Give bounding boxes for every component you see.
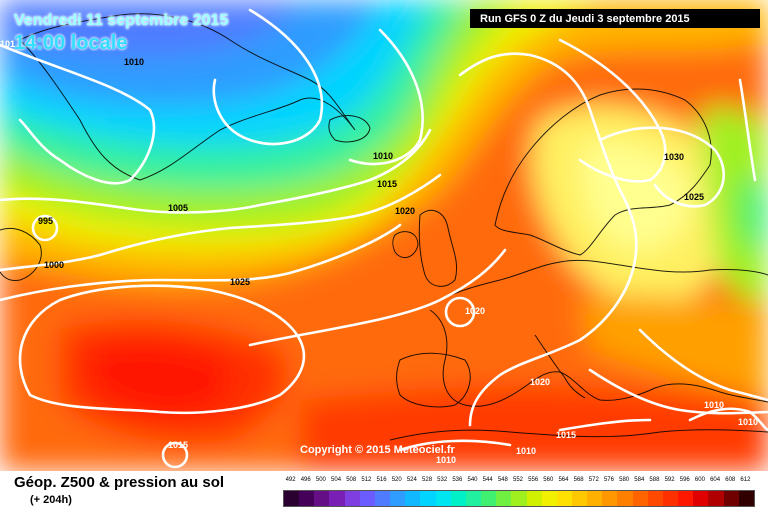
color-scale-swatch [481, 491, 497, 506]
isobar-label: 995 [38, 216, 53, 226]
z500-pressure-map: 1010 995 1000 1005 1010 1015 1020 1025 1… [0, 0, 768, 471]
isobar-label: 1010 [516, 446, 536, 456]
isobar-label: 1020 [530, 377, 550, 387]
valid-date: Vendredi 11 septembre 2015 [14, 12, 229, 29]
color-scale-swatch [390, 491, 406, 506]
color-scale-label: 500 [315, 477, 326, 483]
isobar-label: 1010 [373, 151, 393, 161]
color-scale-swatch [314, 491, 330, 506]
isobar-label: 1025 [684, 192, 704, 202]
isobar-label: 1010 [436, 455, 456, 465]
color-scale-swatch [420, 491, 436, 506]
color-scale-label: 572 [588, 477, 599, 483]
isobar-label: 1010 [738, 417, 758, 427]
color-scale-swatch [693, 491, 709, 506]
color-scale-swatch [738, 491, 754, 506]
color-scale-swatch [359, 491, 375, 506]
color-scale-label: 584 [634, 477, 645, 483]
color-scale-label: 592 [664, 477, 675, 483]
isobar-label: 1020 [395, 206, 415, 216]
color-scale-swatch [435, 491, 451, 506]
color-scale-label: 568 [573, 477, 584, 483]
color-scale-swatch [617, 491, 633, 506]
color-scale-label: 492 [285, 477, 296, 483]
color-scale-label: 524 [406, 477, 417, 483]
color-scale-label: 508 [346, 477, 357, 483]
color-scale-swatch [632, 491, 648, 506]
color-scale-label: 612 [740, 477, 751, 483]
color-scale-label: 532 [437, 477, 448, 483]
color-scale-swatch [647, 491, 663, 506]
color-scale-swatch [450, 491, 466, 506]
color-scale-swatch [541, 491, 557, 506]
color-scale-label: 596 [679, 477, 690, 483]
color-scale-swatch [708, 491, 724, 506]
isobar-label: 1015 [168, 440, 188, 450]
isobar-label: 101 [0, 39, 15, 49]
color-scale-label: 552 [512, 477, 523, 483]
isobar-label: 1015 [377, 179, 397, 189]
color-scale-label: 560 [543, 477, 554, 483]
isobar-label: 1000 [44, 260, 64, 270]
color-scale-label: 564 [558, 477, 569, 483]
run-info-box: Run GFS 0 Z du Jeudi 3 septembre 2015 [470, 9, 760, 28]
color-scale-swatch [556, 491, 572, 506]
isobar-label: 1010 [124, 57, 144, 67]
color-scale-label: 548 [497, 477, 508, 483]
color-scale-label: 536 [452, 477, 463, 483]
isobar-labels: 1010 995 1000 1005 1010 1015 1020 1025 1… [0, 39, 758, 465]
coastlines [0, 13, 768, 441]
color-scale-swatch [511, 491, 527, 506]
color-scale-swatch [571, 491, 588, 506]
copyright-credit: Copyright © 2015 Meteociel.fr [300, 444, 455, 456]
color-scale-swatch [465, 491, 482, 506]
color-scale-swatch [723, 491, 739, 506]
color-scale-swatch [496, 491, 512, 506]
color-scale-swatch [526, 491, 542, 506]
isobar-label: 1025 [230, 277, 250, 287]
color-scale-label: 600 [694, 477, 705, 483]
color-scale-label: 540 [467, 477, 478, 483]
color-scale-swatch [299, 491, 315, 506]
color-scale-label: 516 [376, 477, 387, 483]
color-scale-label: 608 [725, 477, 736, 483]
color-scale-swatch [329, 491, 345, 506]
color-scale-label: 520 [391, 477, 402, 483]
isobar-label: 1030 [664, 152, 684, 162]
color-scale-label: 496 [300, 477, 311, 483]
color-scale-label: 556 [528, 477, 539, 483]
color-scale-label: 504 [331, 477, 342, 483]
isobar-label: 1020 [465, 306, 485, 316]
color-scale-swatch [284, 491, 300, 506]
color-scale-swatch [662, 491, 679, 506]
isobar-label: 1015 [556, 430, 576, 440]
color-scale-swatch [587, 491, 603, 506]
color-scale-swatch [405, 491, 421, 506]
color-scale-label: 580 [619, 477, 630, 483]
color-scale-label: 528 [422, 477, 433, 483]
isobar-label: 1010 [704, 400, 724, 410]
color-scale-swatch [678, 491, 694, 506]
color-scale-swatch [374, 491, 391, 506]
color-scale-label: 544 [482, 477, 493, 483]
color-scale-label: 604 [710, 477, 721, 483]
legend-title: Géop. Z500 & pression au sol [14, 474, 225, 491]
valid-time: 14:00 locale [14, 32, 128, 54]
run-info-text: Run GFS 0 Z du Jeudi 3 septembre 2015 [480, 12, 690, 25]
color-scale-label: 588 [649, 477, 660, 483]
isobars [0, 8, 768, 469]
color-scale-label: 512 [361, 477, 372, 483]
color-scale-label: 576 [603, 477, 614, 483]
color-scale-swatch [344, 491, 360, 506]
color-scale-bar [283, 490, 755, 507]
isobar-label: 1005 [168, 203, 188, 213]
color-scale-labels: 492 496 500 504 508 512 516 520 524 528 532 536 540 5… [283, 477, 753, 487]
color-scale-swatch [602, 491, 618, 506]
forecast-hour: (+ 204h) [30, 494, 72, 506]
